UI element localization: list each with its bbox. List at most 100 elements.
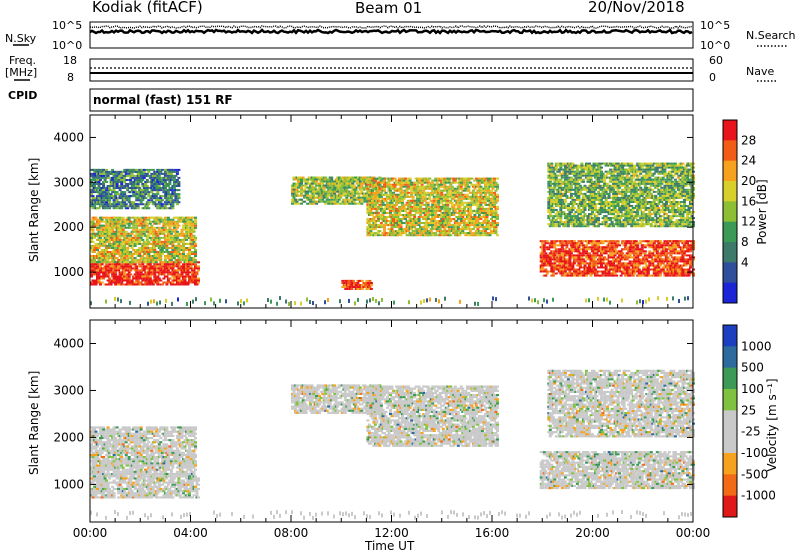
heatmap-cell — [456, 191, 460, 194]
heatmap-cell — [392, 230, 395, 233]
heatmap-cell — [307, 194, 311, 197]
heatmap-cell — [102, 277, 106, 280]
heatmap-cell — [404, 232, 408, 235]
heatmap-cell — [455, 232, 459, 235]
heatmap-cell — [118, 247, 122, 249]
heatmap-cell — [485, 197, 489, 200]
heatmap-cell — [408, 211, 412, 214]
heatmap-cell — [99, 281, 102, 284]
heatmap-cell — [115, 249, 119, 251]
heatmap-cell — [93, 251, 96, 253]
heatmap-cell — [153, 197, 157, 200]
heatmap-cell — [103, 271, 107, 274]
heatmap-cell — [575, 260, 579, 263]
heatmap-cell — [407, 230, 411, 233]
heatmap-cell — [447, 181, 451, 184]
heatmap-cell — [102, 244, 106, 247]
heatmap-cell — [440, 232, 444, 235]
heatmap-cell — [496, 185, 499, 188]
heatmap-cell — [147, 174, 151, 177]
heatmap-cell — [413, 214, 417, 216]
heatmap-cell — [300, 198, 303, 201]
heatmap-cell — [545, 270, 549, 273]
heatmap-cell — [162, 265, 166, 268]
heatmap-cell — [159, 249, 163, 251]
heatmap-cell — [396, 216, 400, 218]
heatmap-cell — [298, 184, 302, 187]
heatmap-cell — [490, 189, 493, 192]
heatmap-cell — [476, 195, 480, 198]
heatmap-cell — [592, 264, 596, 267]
heatmap-cell — [99, 244, 102, 247]
heatmap-cell — [114, 271, 118, 274]
heatmap-cell — [480, 199, 484, 202]
heatmap-cell — [401, 230, 404, 233]
heatmap-cell — [144, 220, 148, 223]
heatmap-cell — [432, 201, 436, 204]
heatmap-cell — [476, 201, 480, 204]
heatmap-cell — [197, 277, 200, 280]
heatmap-cell — [126, 249, 130, 251]
heatmap-cell — [145, 201, 149, 204]
heatmap-cell — [389, 189, 392, 192]
heatmap-cell — [345, 182, 349, 185]
heatmap-cell — [487, 189, 490, 192]
heatmap-cell — [392, 209, 395, 212]
heatmap-cell — [429, 191, 433, 194]
heatmap-cell — [459, 218, 463, 220]
heatmap-cell — [165, 244, 169, 247]
heatmap-cell — [99, 195, 102, 198]
heatmap-cell — [562, 270, 566, 273]
heatmap-cell — [340, 194, 344, 197]
x-axis-label: Time UT — [365, 539, 415, 553]
heatmap-cell — [171, 228, 175, 231]
heatmap-cell — [165, 249, 169, 251]
heatmap-cell — [145, 172, 149, 175]
heatmap-cell — [477, 205, 481, 208]
heatmap-cell — [139, 234, 143, 237]
heatmap-cell — [477, 189, 481, 192]
heatmap-cell — [295, 188, 299, 191]
heatmap-cell — [322, 188, 326, 191]
heatmap-cell — [136, 275, 140, 278]
heatmap-cell — [343, 186, 347, 189]
heatmap-cell — [363, 196, 367, 199]
heatmap-cell — [456, 207, 460, 210]
heatmap-cell — [432, 218, 436, 220]
heatmap-cell — [379, 216, 383, 218]
heatmap-cell — [361, 186, 365, 189]
heatmap-cell — [154, 203, 158, 206]
heatmap-cell — [153, 253, 157, 255]
heatmap-cell — [183, 277, 187, 280]
heatmap-cell — [153, 247, 157, 249]
heatmap-cell — [154, 261, 158, 264]
heatmap-cell — [494, 232, 498, 235]
heatmap-cell — [542, 264, 546, 267]
heatmap-cell — [572, 274, 576, 277]
heatmap-cell — [159, 253, 163, 255]
heatmap-cell — [480, 234, 484, 237]
heatmap-cell — [560, 242, 564, 245]
heatmap-cell — [360, 188, 364, 191]
heatmap-cell — [474, 197, 478, 200]
heatmap-cell — [147, 232, 151, 235]
heatmap-cell — [159, 265, 163, 268]
heatmap-cell — [156, 230, 160, 233]
heatmap-cell — [438, 228, 442, 231]
heatmap-cell — [99, 257, 102, 260]
heatmap-cell — [153, 275, 157, 278]
heatmap-cell — [594, 270, 597, 273]
heatmap-cell — [453, 179, 457, 182]
heatmap-cell — [126, 257, 130, 260]
heatmap-cell — [177, 263, 181, 266]
heatmap-cell — [126, 174, 130, 177]
heatmap-cell — [177, 234, 181, 237]
heatmap-cell — [124, 195, 128, 198]
heatmap-cell — [434, 220, 438, 222]
heatmap-cell — [100, 238, 104, 241]
heatmap-cell — [99, 189, 102, 192]
heatmap-cell — [126, 183, 130, 185]
heatmap-cell — [565, 244, 569, 247]
heatmap-cell — [580, 260, 584, 263]
heatmap-cell — [407, 205, 411, 208]
